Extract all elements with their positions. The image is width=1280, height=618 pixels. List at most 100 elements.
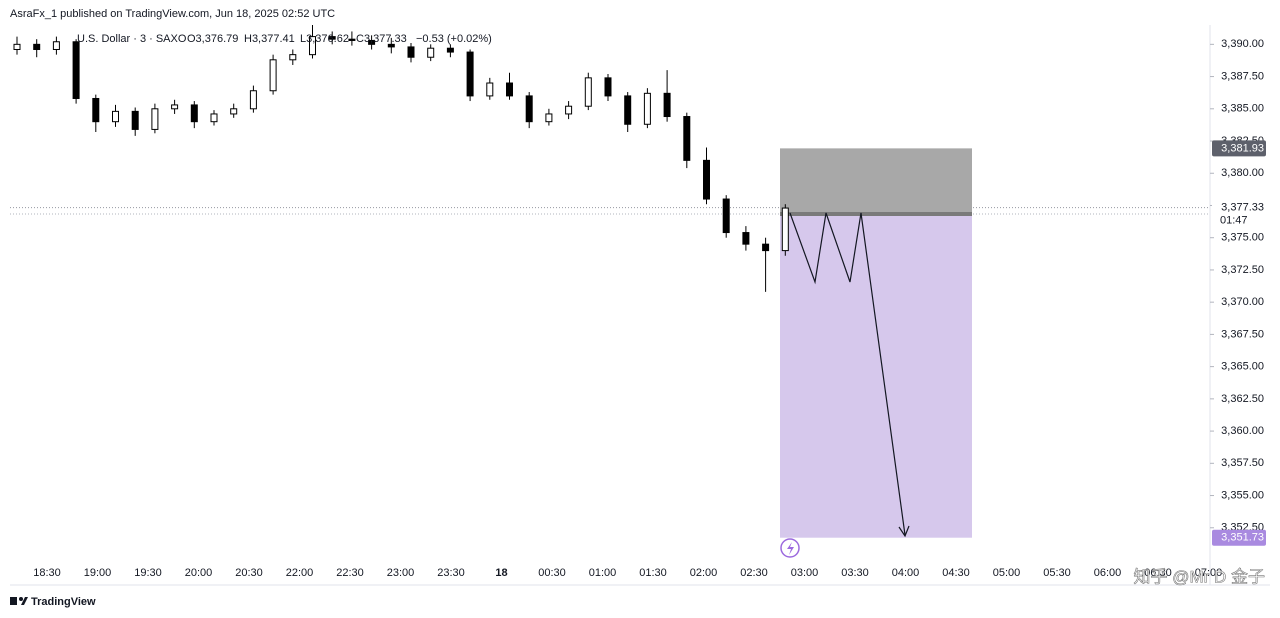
x-tick-label: 00:30 [538, 567, 566, 579]
y-tick-label: 3,355.00 [1221, 489, 1264, 501]
tradingview-logo: TradingView [10, 596, 96, 608]
x-tick-label: 20:00 [185, 567, 213, 579]
y-tick-label: 3,390.00 [1221, 38, 1264, 50]
candle-body [722, 198, 730, 234]
x-tick-label: 22:30 [336, 567, 364, 579]
x-tick-label: 19:30 [134, 567, 162, 579]
x-tick-label: 23:30 [437, 567, 465, 579]
x-tick-label: 02:30 [740, 567, 768, 579]
risk-zone [780, 148, 972, 214]
candle-body [427, 47, 435, 58]
x-tick-label: 05:00 [993, 567, 1021, 579]
candle-body [525, 95, 533, 123]
x-tick-label: 04:00 [892, 567, 920, 579]
candle-body [407, 46, 415, 58]
candle-body [171, 104, 179, 110]
position-tool [780, 148, 972, 538]
watermark: 知乎 @Mr D 金子 [1133, 567, 1265, 586]
x-tick-label: 19:00 [84, 567, 112, 579]
x-tick-label: 06:30 [1144, 567, 1172, 579]
candle-body [289, 54, 297, 61]
header: AsraFx_1 published on TradingView.com, J… [10, 8, 335, 20]
x-tick-label: 03:00 [791, 567, 819, 579]
countdown: 01:47 [1220, 215, 1248, 227]
candle-body [92, 97, 100, 123]
y-tick-label: 3,357.50 [1221, 457, 1264, 469]
candle-body [781, 207, 789, 252]
price-tag [1212, 140, 1266, 157]
footer: TradingView [31, 596, 96, 608]
grid [10, 207, 1210, 215]
y-tick-label: 3,375.00 [1221, 232, 1264, 244]
x-tick-label: 05:30 [1043, 567, 1071, 579]
legend-change: −0.53 (+0.02%) [416, 33, 492, 45]
candle-body [328, 36, 336, 40]
last-price-bg [1212, 199, 1266, 228]
x-tick-label: 03:30 [841, 567, 869, 579]
logo-mark [19, 597, 23, 601]
price-tag [1212, 529, 1266, 546]
candle-body [545, 113, 553, 123]
x-tick-label: 06:00 [1094, 567, 1122, 579]
y-tick-label: 3,385.00 [1221, 103, 1264, 115]
candle-body [604, 77, 612, 97]
candle-body [269, 59, 277, 92]
candle-body [742, 232, 750, 245]
candle-body [584, 77, 592, 107]
candle-body [506, 82, 513, 97]
candle-body [112, 110, 119, 123]
projection-path [789, 212, 906, 536]
y-tick-label: 3,362.50 [1221, 393, 1264, 405]
candle-body [624, 95, 632, 125]
y-tick-label: 3,380.00 [1221, 167, 1264, 179]
price-tag-label: 3,351.73 [1221, 532, 1264, 544]
candle-body [368, 39, 376, 45]
candle-body [466, 51, 474, 97]
x-tick-label: 07:00 [1195, 567, 1223, 579]
candle-body [33, 43, 41, 50]
candle-body [131, 110, 139, 130]
candle-body [565, 105, 573, 115]
legend-high: H3,377.41 [244, 33, 295, 45]
candle-body [663, 92, 671, 118]
legend-low: L3,376.62 [300, 33, 349, 45]
candle-body [309, 36, 316, 56]
x-tick-label: 04:30 [942, 567, 970, 579]
reward-zone [780, 213, 972, 538]
last-price-label: 3,377.33 [1221, 202, 1264, 214]
legend-close: C3,377.33 [356, 33, 407, 45]
candle-body [249, 90, 257, 110]
candle-body [210, 113, 218, 123]
x-tick-label: 02:00 [690, 567, 718, 579]
x-tick-label: 01:30 [639, 567, 667, 579]
legend-open: O3,376.79 [187, 33, 238, 45]
candle-body [643, 92, 651, 125]
candle-body [190, 104, 198, 123]
logo-mark [10, 597, 17, 605]
candle-body [762, 243, 770, 252]
logo-mark [21, 597, 28, 605]
x-tick-label: 22:00 [286, 567, 314, 579]
x-tick-label: 18 [495, 567, 507, 579]
candle-body [446, 47, 454, 53]
y-tick-label: 3,367.50 [1221, 328, 1264, 340]
y-tick-label: 3,372.50 [1221, 264, 1264, 276]
y-tick-label: 3,365.00 [1221, 361, 1264, 373]
candle-body [151, 108, 159, 130]
candles [13, 25, 789, 292]
candle-body [230, 108, 238, 115]
candle-body [72, 41, 80, 99]
x-tick-label: 20:30 [235, 567, 263, 579]
axes: 3,390.003,387.503,385.003,382.503,380.00… [33, 38, 1266, 579]
candle-body [683, 116, 691, 161]
y-tick-label: 3,370.00 [1221, 296, 1264, 308]
y-tick-label: 3,360.00 [1221, 425, 1264, 437]
candle-body [387, 43, 395, 48]
candle-body [13, 43, 21, 50]
legend-symbol: U.S. Dollar · 3 · SAXO [77, 33, 187, 45]
candle-body [486, 82, 494, 97]
x-tick-label: 01:00 [589, 567, 617, 579]
